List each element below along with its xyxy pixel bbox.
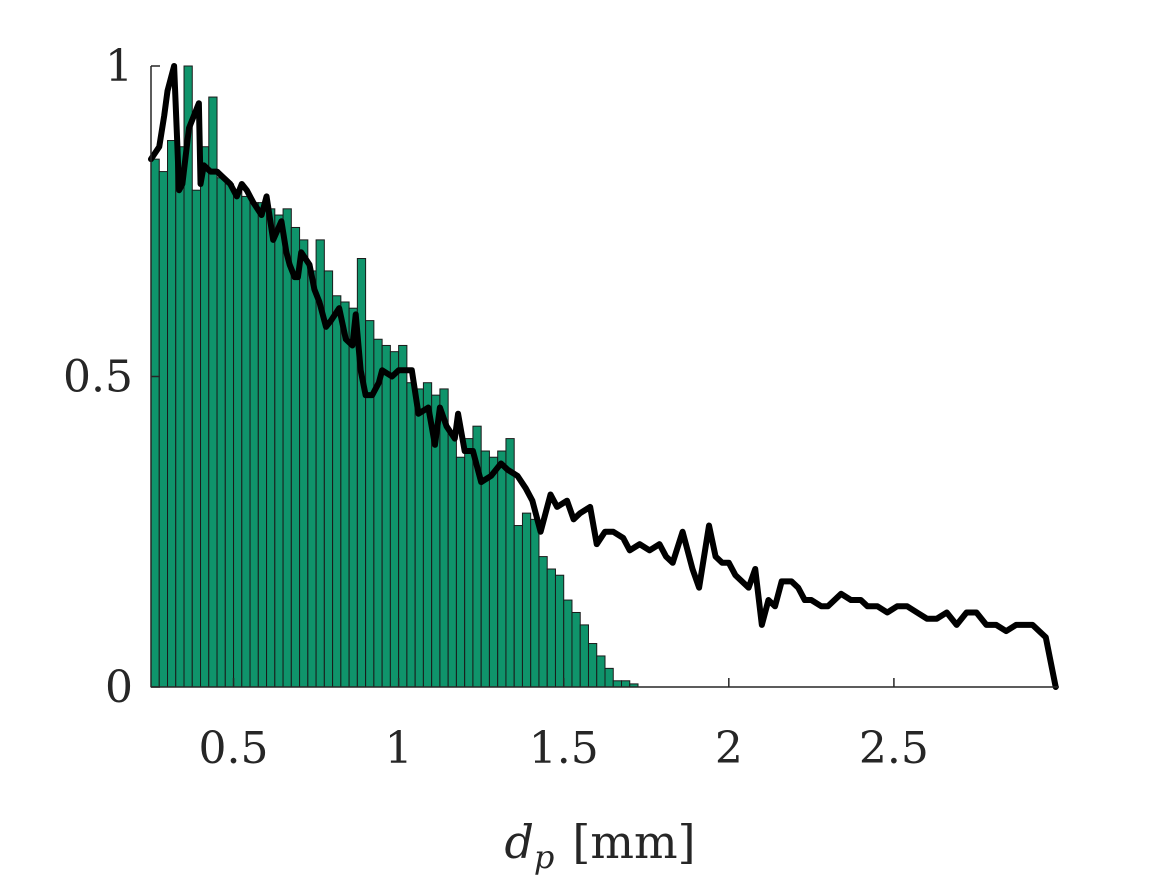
histogram-bar	[596, 655, 606, 688]
histogram-bar	[274, 214, 284, 688]
y-tick-label: 1	[105, 41, 133, 92]
histogram-bar	[546, 568, 556, 688]
histogram-bar	[480, 450, 490, 688]
x-tick-label: 1	[385, 723, 413, 774]
histogram-bar	[191, 189, 202, 688]
histogram-bar	[200, 146, 210, 688]
histogram-bar	[530, 518, 540, 688]
histogram-bar	[266, 208, 276, 688]
histogram-bar	[323, 270, 334, 688]
histogram-bar	[439, 388, 449, 688]
x-axis-label-unit: [mm]	[572, 815, 695, 869]
histogram-bar	[340, 301, 350, 688]
histogram-bar	[365, 320, 375, 688]
histogram-bar	[621, 680, 631, 688]
histogram-bar	[587, 643, 598, 688]
histogram-bar	[604, 667, 614, 688]
histogram-bar	[521, 512, 532, 688]
histogram-bar	[497, 450, 507, 688]
line-series	[148, 63, 1059, 690]
histogram-bar	[216, 177, 226, 688]
histogram-bar	[224, 183, 235, 688]
histogram-bar	[241, 195, 251, 688]
histogram-bar	[554, 574, 565, 688]
x-tick-label: 2.5	[859, 723, 929, 774]
x-ticks: 0.5 1 1.5 2 2.5	[199, 678, 929, 774]
histogram-bar	[158, 171, 168, 688]
y-ticks: 00.51	[63, 41, 160, 713]
histogram-bar	[464, 438, 474, 688]
histogram-bar	[488, 456, 499, 688]
histogram-bar	[612, 680, 622, 688]
x-tick-label: 0.5	[199, 723, 269, 774]
histogram-bar	[447, 431, 457, 688]
histogram-bar	[282, 208, 292, 688]
histogram-bar	[455, 456, 466, 688]
histogram-bar	[299, 239, 309, 688]
x-tick-label: 2	[715, 723, 743, 774]
histogram-bar	[290, 226, 301, 688]
x-axis-label-sub: p	[534, 838, 554, 875]
histogram-bar	[398, 344, 408, 688]
histogram-bar	[563, 599, 573, 688]
histogram-bar	[571, 611, 581, 688]
x-axis-label-main: d	[504, 815, 533, 869]
histogram-bar	[307, 270, 317, 688]
histogram-bar	[579, 624, 589, 688]
histogram-bar	[381, 344, 391, 688]
histogram-bar	[167, 140, 177, 688]
histogram-bar	[538, 556, 548, 688]
y-tick-label: 0.5	[63, 352, 133, 403]
x-tick-label: 1.5	[529, 723, 599, 774]
histogram-bar	[414, 388, 424, 688]
y-tick-label: 0	[105, 662, 133, 713]
histogram-bar	[257, 202, 268, 688]
histogram-bar	[175, 146, 185, 688]
histogram-bar	[406, 382, 416, 688]
histogram-bar	[150, 158, 160, 688]
histogram-bar	[208, 96, 218, 688]
histogram-bar	[233, 189, 243, 688]
histogram-bar	[389, 351, 400, 688]
x-axis-label: dp [mm]	[504, 815, 695, 875]
histogram-bar	[249, 202, 259, 688]
histogram-bar	[332, 295, 342, 688]
histogram-bar	[513, 525, 523, 688]
histogram-bar	[348, 307, 358, 688]
